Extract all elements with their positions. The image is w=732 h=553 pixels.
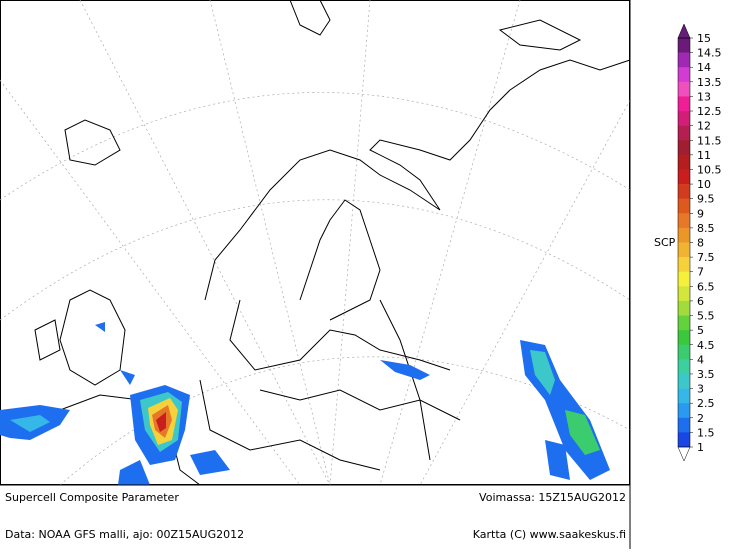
colorbar-segment bbox=[678, 198, 690, 214]
colorbar-segment bbox=[678, 315, 690, 331]
colorbar-segment bbox=[678, 373, 690, 389]
colorbar-segment bbox=[678, 67, 690, 83]
colorbar-segment bbox=[678, 125, 690, 141]
colorbar-tick-label: 1.5 bbox=[697, 426, 715, 439]
colorbar-tick-label: 7 bbox=[697, 266, 704, 279]
colorbar-label: SCP bbox=[654, 236, 676, 249]
colorbar-segment bbox=[678, 227, 690, 243]
colorbar-tick-label: 2 bbox=[697, 412, 704, 425]
colorbar-tick-label: 2.5 bbox=[697, 397, 715, 410]
scp-field bbox=[0, 322, 610, 485]
colorbar-tick-label: 12 bbox=[697, 120, 711, 133]
colorbar-tick-label: 5.5 bbox=[697, 310, 715, 323]
colorbar-tick-label: 11.5 bbox=[697, 134, 722, 147]
colorbar-tick-label: 15 bbox=[697, 32, 711, 45]
colorbar-tick-label: 10.5 bbox=[697, 163, 722, 176]
colorbar-tick-label: 7.5 bbox=[697, 251, 715, 264]
colorbar-tick-label: 9.5 bbox=[697, 193, 715, 206]
colorbar-tick-label: 8.5 bbox=[697, 222, 715, 235]
colorbar-tick-label: 13 bbox=[697, 90, 711, 103]
colorbar-tick-label: 14.5 bbox=[697, 47, 722, 60]
colorbar-segment bbox=[678, 359, 690, 375]
colorbar-segment bbox=[678, 140, 690, 156]
colorbar-tick-label: 11 bbox=[697, 149, 711, 162]
map bbox=[0, 0, 631, 486]
colorbar-segment bbox=[678, 213, 690, 229]
colorbar-segment bbox=[678, 154, 690, 170]
colorbar-segment bbox=[678, 38, 690, 53]
colorbar: 1514.51413.51312.51211.51110.5109.598.58… bbox=[677, 23, 722, 462]
colorbar-segment bbox=[678, 417, 690, 433]
map-title: Supercell Composite Parameter bbox=[5, 491, 179, 504]
colorbar-segment bbox=[678, 403, 690, 419]
colorbar-tick-label: 14 bbox=[697, 61, 711, 74]
colorbar-tick-label: 5 bbox=[697, 324, 704, 337]
colorbar-segment bbox=[678, 257, 690, 273]
colorbar-segment bbox=[678, 96, 690, 112]
colorbar-tick-label: 4.5 bbox=[697, 339, 715, 352]
colorbar-tick-label: 9 bbox=[697, 207, 704, 220]
colorbar-segment bbox=[678, 242, 690, 258]
colorbar-tick-label: 10 bbox=[697, 178, 711, 191]
colorbar-segment bbox=[678, 330, 690, 346]
colorbar-tick-label: 6.5 bbox=[697, 280, 715, 293]
map-frame bbox=[0, 0, 630, 485]
colorbar-tick-label: 6 bbox=[697, 295, 704, 308]
colorbar-segment bbox=[678, 81, 690, 97]
colorbar-segment bbox=[678, 432, 690, 448]
map-credit: Kartta (C) www.saakeskus.fi bbox=[473, 528, 626, 541]
data-source: Data: NOAA GFS malli, ajo: 00Z15AUG2012 bbox=[5, 528, 244, 541]
colorbar-tick-label: 13.5 bbox=[697, 76, 722, 89]
colorbar-segment bbox=[678, 111, 690, 126]
colorbar-tick-label: 4 bbox=[697, 353, 704, 366]
colorbar-segment bbox=[678, 52, 690, 68]
colorbar-tick-label: 1 bbox=[697, 441, 704, 454]
colorbar-tick-label: 8 bbox=[697, 237, 704, 250]
colorbar-segment bbox=[678, 344, 690, 360]
colorbar-tick-label: 12.5 bbox=[697, 105, 722, 118]
colorbar-segment bbox=[678, 300, 690, 316]
colorbar-segment bbox=[678, 388, 690, 404]
valid-time: Voimassa: 15Z15AUG2012 bbox=[479, 491, 626, 504]
colorbar-tick-label: 3.5 bbox=[697, 368, 715, 381]
colorbar-segment bbox=[678, 286, 690, 302]
coastlines bbox=[34, 0, 631, 486]
colorbar-segment bbox=[678, 271, 690, 287]
colorbar-segment bbox=[678, 184, 690, 199]
colorbar-tick-label: 3 bbox=[697, 383, 704, 396]
colorbar-segment bbox=[678, 169, 690, 185]
